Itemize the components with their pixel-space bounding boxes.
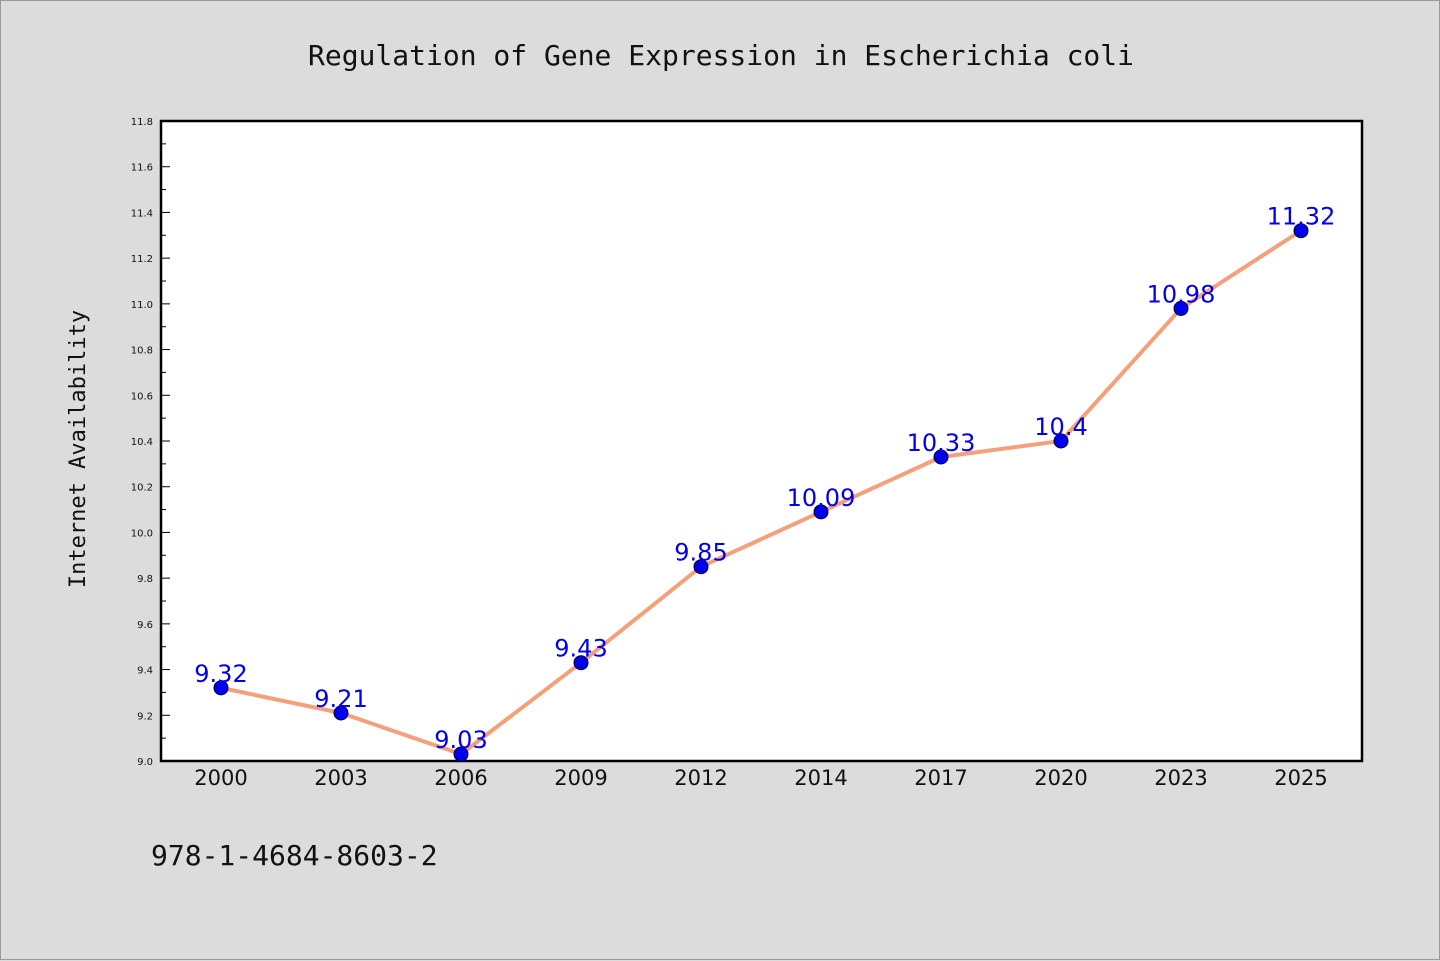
x-tick-label: 2020: [1034, 766, 1087, 790]
y-tick-label: 9.2: [137, 711, 153, 722]
data-label: 10.4: [1034, 413, 1087, 441]
y-tick-label: 11.0: [131, 300, 153, 311]
y-tick-label: 10.2: [131, 483, 153, 494]
series-line-group: 9.32 9.21 9.03 9.43 9.85 10.09 10.33 10.4 10.98 1…: [194, 203, 1336, 762]
x-tick-label: 2017: [914, 766, 967, 790]
data-label: 10.98: [1147, 280, 1216, 308]
data-point: [1053, 433, 1069, 449]
y-tick-label: 9.8: [137, 574, 153, 585]
data-point: [213, 680, 229, 696]
x-tick-label: 2000: [194, 766, 247, 790]
data-label: 9.43: [554, 635, 607, 663]
data-point: [813, 504, 829, 520]
y-tick-label: 10.6: [131, 391, 153, 402]
data-point: [693, 559, 709, 575]
footer-code: 978-1-4684-8603-2: [151, 839, 438, 872]
data-label: 9.03: [434, 726, 487, 754]
y-tick-label: 9.0: [137, 757, 153, 768]
x-tick-label: 2006: [434, 766, 487, 790]
data-point: [1293, 223, 1309, 239]
data-label: 10.33: [907, 429, 976, 457]
data-point: [1173, 300, 1189, 316]
data-point: [933, 449, 949, 465]
y-tick-label: 10.4: [131, 437, 153, 448]
series-line: [220, 229, 1303, 757]
x-tick-label: 2003: [314, 766, 367, 790]
x-tick-label: 2023: [1154, 766, 1207, 790]
x-tick-label: 2025: [1274, 766, 1327, 790]
x-axis-ticks: 2000 2003 2006 2009 2012 2014 2017 2020 2023 2025: [194, 766, 1327, 790]
x-tick-label: 2012: [674, 766, 727, 790]
y-tick-label: 11.2: [131, 254, 153, 265]
y-tick-label: 9.6: [137, 620, 153, 631]
y-tick-label: 11.4: [131, 208, 153, 219]
data-label: 9.85: [674, 539, 727, 567]
y-tick-label: 9.4: [137, 666, 153, 677]
y-tick-label: 10.0: [131, 528, 153, 539]
x-tick-label: 2009: [554, 766, 607, 790]
y-tick-label: 10.8: [131, 346, 153, 357]
plot-area: [159, 119, 1364, 763]
data-label: 9.32: [194, 660, 247, 688]
y-tick-label: 11.8: [131, 117, 153, 128]
y-axis-ticks: 9.0 9.2 9.4 9.6 9.8 10.0 10.2 10.4 10.6 10.8 11.0 1…: [131, 117, 170, 768]
data-label: 9.21: [314, 685, 367, 713]
data-label: 11.32: [1267, 203, 1336, 231]
data-point: [453, 746, 469, 762]
x-tick-label: 2014: [794, 766, 847, 790]
data-point: [573, 655, 589, 671]
y-tick-label: 11.6: [131, 163, 153, 174]
y-axis-label: Internet Availability: [66, 310, 91, 588]
chart-title: Regulation of Gene Expression in Escheri…: [308, 39, 1134, 72]
data-label: 10.09: [787, 484, 856, 512]
data-point: [333, 705, 349, 721]
